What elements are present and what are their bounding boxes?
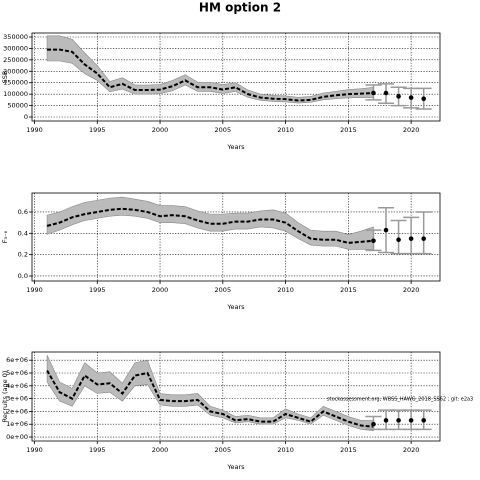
x-axis-label: Years [226, 463, 245, 471]
forecast-point [396, 418, 401, 423]
y-tick-label: 5e+06 [6, 369, 28, 377]
forecast-point [371, 90, 376, 96]
forecast-point [383, 227, 389, 233]
x-tick-label: 1995 [89, 126, 106, 134]
y-axis-label: Recruits (age 0) [1, 371, 9, 423]
x-tick-label: 2000 [152, 126, 169, 134]
x-tick-label: 2020 [403, 446, 420, 454]
forecast-point [421, 236, 426, 241]
forecast-point [371, 421, 376, 427]
estimate-line [46, 369, 374, 428]
y-tick-label: 0.2 [18, 251, 28, 259]
annotation: stockassessment.org, WBSS_HAWG_2018_SS62… [327, 397, 473, 403]
y-tick-label: 300000 [3, 44, 28, 52]
forecast-point [408, 95, 414, 100]
x-tick-label: 1990 [26, 286, 43, 294]
forecast-point [396, 94, 401, 99]
y-tick-label: 0.4 [18, 229, 28, 237]
plot-frame [31, 192, 441, 282]
y-axis-label: F₃₋₆ [1, 230, 9, 243]
x-tick-label: 1990 [26, 446, 43, 454]
confidence-band [46, 196, 374, 250]
estimate-line [47, 48, 374, 102]
confidence-band [46, 354, 374, 431]
y-tick-label: 200000 [3, 67, 28, 75]
chart-title: HM option 2 [199, 1, 281, 15]
x-tick-label: 2005 [215, 446, 232, 454]
x-tick-label: 2000 [152, 446, 169, 454]
x-tick-label: 1995 [89, 446, 106, 454]
y-tick-label: 1e+06 [6, 420, 28, 428]
plot-frame [31, 32, 441, 122]
forecast-point [408, 418, 414, 423]
y-tick-label: 50000 [7, 102, 28, 110]
estimate-line [46, 207, 374, 244]
x-tick-label: 1990 [26, 126, 43, 134]
y-tick-label: 350000 [3, 33, 28, 41]
y-tick-label: 6e+06 [6, 356, 28, 364]
x-tick-label: 2010 [277, 126, 294, 134]
x-tick-label: 2015 [340, 446, 357, 454]
forecast-point [383, 418, 389, 423]
forecast-point [408, 236, 414, 241]
y-tick-label: 0.0 [18, 272, 28, 280]
y-tick-label: 2e+06 [6, 407, 28, 415]
x-axis-label: Years [226, 303, 245, 311]
forecast-point [396, 237, 401, 243]
forecast-point [371, 238, 376, 244]
y-axis-label: SSB [1, 71, 9, 84]
x-tick-label: 2020 [403, 126, 420, 134]
y-tick-label: 0e+00 [6, 433, 28, 441]
y-tick-label: 0.6 [18, 208, 28, 216]
x-tick-label: 2000 [152, 286, 169, 294]
x-tick-label: 2010 [277, 286, 294, 294]
y-tick-label: 4e+06 [6, 382, 28, 390]
forecast-point [383, 90, 389, 96]
confidence-band [46, 35, 374, 104]
x-tick-label: 1995 [89, 286, 106, 294]
x-axis-label: Years [226, 143, 245, 151]
y-tick-label: 100000 [3, 90, 28, 98]
x-tick-label: 2005 [215, 126, 232, 134]
x-tick-label: 2015 [340, 286, 357, 294]
y-tick-label: 150000 [3, 79, 28, 87]
x-tick-label: 2015 [340, 126, 357, 134]
forecast-point [421, 418, 426, 423]
x-tick-label: 2010 [277, 446, 294, 454]
y-tick-label: 250000 [3, 56, 28, 64]
forecast-point [421, 96, 426, 102]
x-tick-label: 2005 [215, 286, 232, 294]
y-tick-label: 3e+06 [6, 395, 28, 403]
y-tick-label: 0 [24, 113, 28, 121]
plot-frame [31, 351, 441, 442]
x-tick-label: 2020 [403, 286, 420, 294]
